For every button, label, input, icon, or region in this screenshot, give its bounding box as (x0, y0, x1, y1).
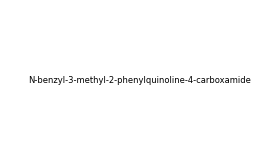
Text: N-benzyl-3-methyl-2-phenylquinoline-4-carboxamide: N-benzyl-3-methyl-2-phenylquinoline-4-ca… (29, 76, 251, 85)
